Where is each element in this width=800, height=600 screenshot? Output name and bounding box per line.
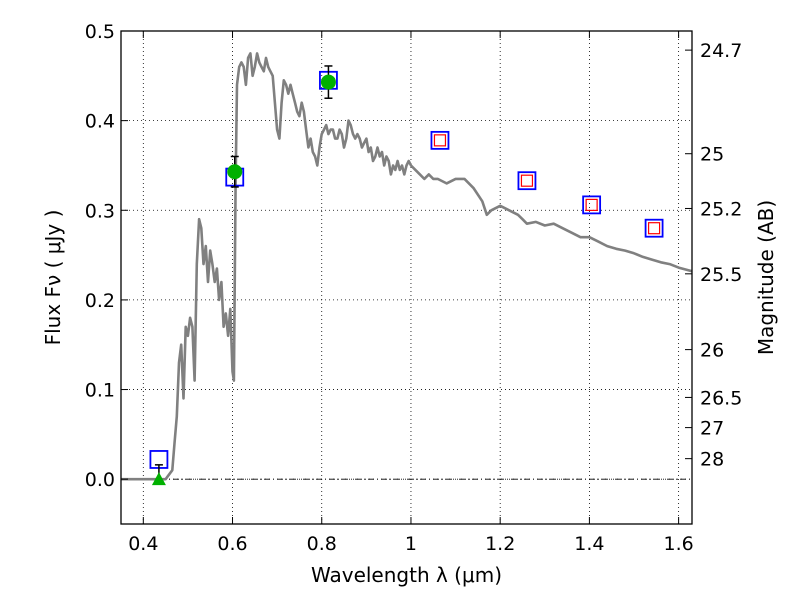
mag-tick-label: 26.5 xyxy=(700,387,742,409)
x-tick-label: 0.6 xyxy=(217,533,247,555)
x-tick-label: 1.2 xyxy=(485,533,515,555)
mag-tick-label: 24.7 xyxy=(700,40,742,62)
detection-circle-marker xyxy=(320,74,336,90)
mag-tick-label: 27 xyxy=(700,418,724,440)
photometry-square-marker xyxy=(430,130,450,150)
x-tick-label: 1.6 xyxy=(664,533,694,555)
model-spectrum-line xyxy=(121,52,692,481)
mag-tick-label: 25 xyxy=(700,144,724,166)
y-tick-label: 0.2 xyxy=(85,290,115,312)
y-tick-label: 0.1 xyxy=(85,380,115,402)
x-tick-label: 0.8 xyxy=(307,533,337,555)
photometry-square-marker xyxy=(517,171,537,191)
y-tick-label: 0.3 xyxy=(85,200,115,222)
axis-ticks: 0.4 0.6 0.8 1 1.2 1.4 1.6 0.0 0.1 0.2 0.3 0.4 0.5 24.… xyxy=(85,21,743,555)
mag-tick-label: 26 xyxy=(700,340,724,362)
y2-axis-label: Magnitude (AB) xyxy=(754,200,778,355)
x-tick-label: 1.4 xyxy=(574,533,604,555)
y-tick-label: 0.0 xyxy=(85,469,115,491)
y-tick-label: 0.5 xyxy=(85,21,115,43)
upper-limit-square-marker xyxy=(433,134,447,147)
upper-limit-square-marker xyxy=(520,174,534,187)
mag-tick-label: 25.2 xyxy=(700,198,742,220)
plot-frame xyxy=(120,30,693,525)
plot-area xyxy=(121,52,692,486)
x-tick-label: 1 xyxy=(405,533,417,555)
upper-limit-square-marker xyxy=(585,198,598,211)
photometry-square-marker xyxy=(644,218,664,238)
detection-triangle-marker xyxy=(151,472,166,486)
mag-tick-label: 28 xyxy=(700,449,724,471)
photometry-square-marker xyxy=(582,195,602,215)
x-tick-label: 0.4 xyxy=(128,533,158,555)
y-axis-label: Flux Fν ( μJy ) xyxy=(41,210,65,346)
y-tick-label: 0.4 xyxy=(85,111,115,133)
detection-circle-marker xyxy=(227,164,243,180)
mag-tick-label: 25.5 xyxy=(700,264,742,286)
upper-limit-square-marker xyxy=(647,222,661,235)
x-axis-label: Wavelength λ (μm) xyxy=(311,563,502,587)
